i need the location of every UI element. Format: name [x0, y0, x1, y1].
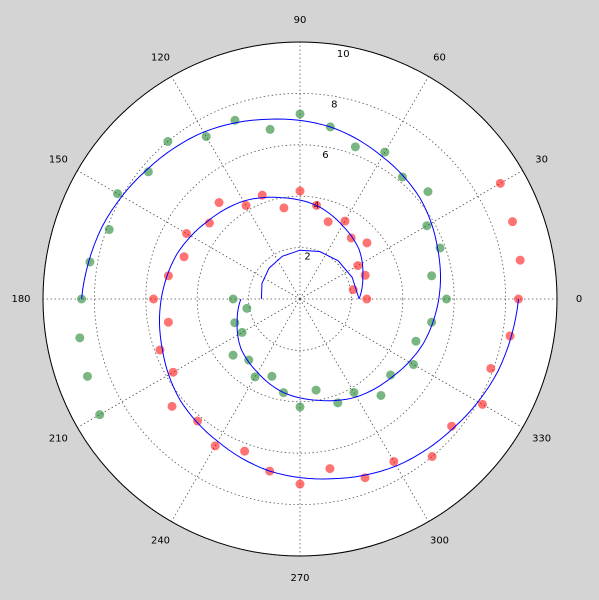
scatter-point: [210, 441, 220, 451]
angle-tick-label: 90: [294, 15, 307, 26]
scatter-point: [325, 464, 335, 474]
scatter-point: [340, 216, 350, 226]
scatter-point: [295, 186, 305, 196]
scatter-point: [349, 387, 359, 397]
angle-tick-label: 330: [532, 434, 551, 445]
angle-tick-label: 210: [49, 434, 68, 445]
angular-grid-line: [299, 76, 429, 300]
data: [75, 109, 525, 489]
spiral-line: [260, 249, 360, 300]
scatter-point: [376, 390, 386, 400]
scatter-point: [228, 294, 238, 304]
scatter-point: [95, 410, 105, 420]
scatter-point: [295, 479, 305, 489]
scatter-point: [423, 187, 433, 197]
scatter-point: [353, 261, 363, 271]
scatter-point: [389, 456, 399, 466]
scatter-point: [250, 372, 260, 382]
scatter-point: [409, 360, 419, 370]
scatter-point: [228, 350, 238, 360]
scatter-point: [386, 370, 396, 380]
scatter-point: [75, 333, 85, 343]
angle-tick-label: 180: [11, 294, 30, 305]
scatter-point: [486, 363, 496, 373]
scatter-point: [397, 172, 407, 182]
scatter-point: [295, 402, 305, 412]
plot-border: [42, 41, 558, 557]
spiral-line: [159, 196, 519, 480]
scatter-point: [422, 221, 432, 231]
scatter-point: [265, 124, 275, 134]
scatter-point: [143, 167, 153, 177]
scatter-point: [267, 371, 277, 381]
scatter-point: [77, 294, 87, 304]
scatter-point: [279, 203, 289, 213]
scatter-point: [447, 421, 457, 431]
radial-grid-circle: [248, 247, 352, 351]
angle-tick-label: 60: [433, 52, 446, 63]
scatter-point: [201, 132, 211, 142]
scatter-point: [427, 451, 437, 461]
angle-tick-label: 0: [576, 294, 582, 305]
scatter-point: [380, 147, 390, 157]
radial-grid-circle: [196, 195, 404, 403]
angle-tick-label: 120: [151, 52, 170, 63]
scatter-point: [362, 294, 372, 304]
scatter-point: [163, 137, 173, 147]
scatter-point: [82, 371, 92, 381]
angular-grid-line: [171, 76, 301, 300]
scatter-point: [167, 401, 177, 411]
scatter-point: [181, 228, 191, 238]
angular-grid-line: [299, 298, 429, 522]
radius-tick-label: 6: [322, 150, 328, 161]
angle-tick-label: 30: [535, 155, 548, 166]
scatter-point: [237, 327, 247, 337]
scatter-point: [495, 178, 505, 188]
angle-tick-label: 240: [151, 536, 170, 547]
scatter-point: [478, 399, 488, 409]
scatter-point: [112, 189, 122, 199]
angular-grid-line: [171, 298, 301, 522]
scatter-point: [193, 416, 203, 426]
radius-tick-label: 2: [304, 251, 310, 262]
angular-grid-line: [299, 170, 523, 300]
scatter-point: [149, 294, 159, 304]
scatter-point: [350, 142, 360, 152]
scatter-point: [241, 201, 251, 211]
scatter-point: [427, 271, 437, 281]
scatter-point: [515, 255, 525, 265]
spiral-line: [81, 118, 441, 402]
scatter-point: [242, 303, 252, 313]
scatter-point: [240, 446, 250, 456]
radius-tick-label: 8: [331, 99, 337, 110]
scatter-point: [230, 318, 240, 328]
angular-grid-line: [77, 298, 301, 428]
angle-tick-label: 150: [49, 155, 68, 166]
radial-grid-circle: [145, 144, 455, 454]
scatter-point: [214, 198, 224, 208]
scatter-point: [441, 294, 451, 304]
angle-tick-label: 270: [290, 573, 309, 584]
radius-tick-label: 10: [337, 49, 350, 60]
scatter-point: [362, 238, 372, 248]
scatter-point: [295, 109, 305, 119]
scatter-point: [360, 270, 370, 280]
scatter-point: [323, 217, 333, 227]
angle-tick-label: 300: [430, 536, 449, 547]
scatter-point: [244, 355, 254, 365]
scatter-point: [508, 217, 518, 227]
scatter-point: [346, 233, 356, 243]
radial-grid-circle: [93, 92, 507, 506]
scatter-point: [179, 252, 189, 262]
scatter-point: [104, 225, 114, 235]
scatter-point: [204, 218, 214, 228]
scatter-point: [311, 385, 321, 395]
scatter-point: [168, 367, 178, 377]
scatter-point: [411, 336, 421, 346]
scatter-point: [163, 317, 173, 327]
